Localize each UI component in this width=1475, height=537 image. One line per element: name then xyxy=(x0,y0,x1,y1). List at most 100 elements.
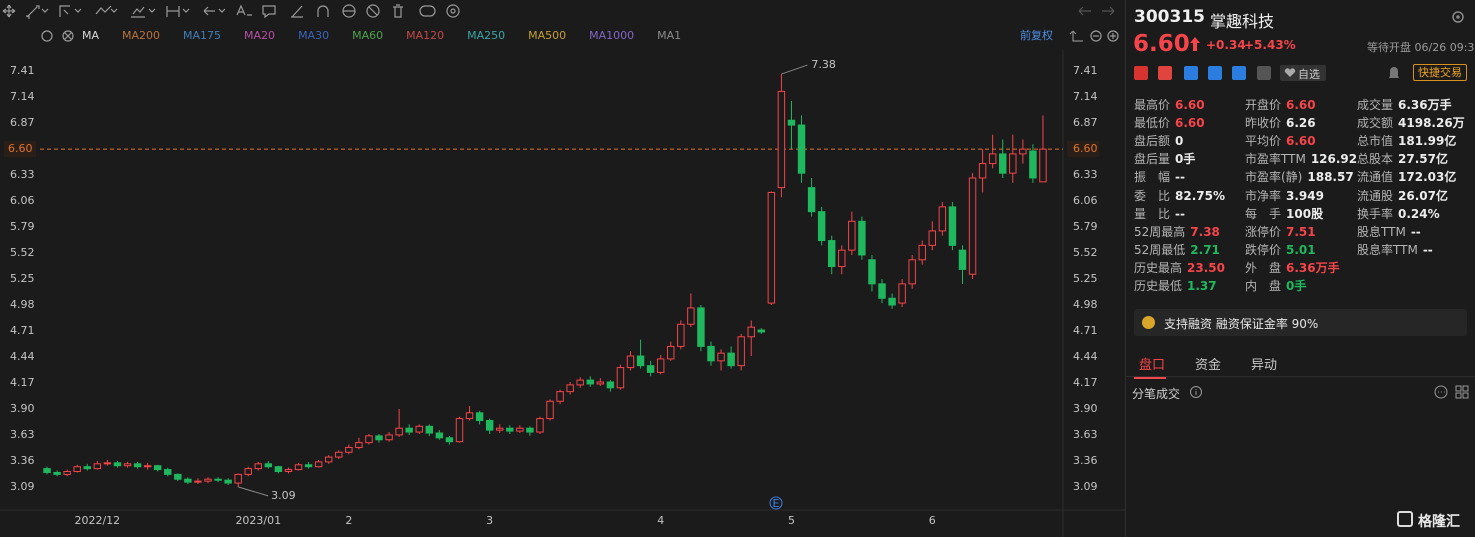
y-tick-label: 4.98 xyxy=(10,298,35,311)
info-icon[interactable] xyxy=(1189,385,1203,399)
y-tick-label: 3.90 xyxy=(10,402,35,415)
settings-icon[interactable] xyxy=(1450,9,1466,25)
candle-body xyxy=(415,425,423,433)
stat-label: 委 比 xyxy=(1134,188,1171,203)
watch-button[interactable]: 自选 xyxy=(1280,65,1326,81)
candle-body xyxy=(1029,150,1037,179)
stat-value: 0 xyxy=(1175,134,1184,149)
stat-item: 总股本 27.57亿 xyxy=(1357,150,1448,167)
flag-icon[interactable] xyxy=(1134,66,1148,80)
candle-body xyxy=(194,480,202,483)
candle-body xyxy=(506,427,514,432)
candle-body xyxy=(264,463,273,468)
candle-body xyxy=(133,463,142,468)
y-tick-label: 5.52 xyxy=(10,246,35,259)
ma-legend-item[interactable]: MA60 xyxy=(352,29,383,42)
candle-body xyxy=(395,427,403,436)
max-annotation: 7.38 xyxy=(811,58,836,71)
candle-body xyxy=(224,479,232,484)
y-tick-label: 4.17 xyxy=(10,376,35,389)
price-tag xyxy=(1067,141,1099,158)
candle-body xyxy=(566,384,574,393)
stat-value: 6.60 xyxy=(1175,116,1205,131)
tab[interactable]: 盘口 xyxy=(1139,358,1166,373)
tag-icon[interactable] xyxy=(1232,66,1246,80)
last-price: 6.60 xyxy=(1133,31,1190,57)
stat-label: 历史最高 xyxy=(1134,260,1183,275)
tab[interactable]: 异动 xyxy=(1251,358,1278,373)
ma-legend-item[interactable]: MA1 xyxy=(657,29,681,42)
candle-body xyxy=(375,435,383,441)
y-tick-label: 3.36 xyxy=(10,454,35,467)
candle-body xyxy=(496,427,504,431)
tag-icon[interactable] xyxy=(1208,66,1222,80)
stat-label: 换手率 xyxy=(1357,206,1394,221)
ma-legend-item[interactable]: MA200 xyxy=(122,29,160,42)
stat-value: 6.60 xyxy=(1175,98,1205,112)
stat-item: 52周最高 7.38 xyxy=(1134,223,1220,240)
trade-button[interactable]: 快捷交易 xyxy=(1413,64,1467,81)
candle-body xyxy=(314,461,323,468)
ma-legend-item[interactable]: MA30 xyxy=(298,29,329,42)
x-tick-label: 4 xyxy=(657,514,664,527)
stat-item: 最高价 6.60 xyxy=(1134,96,1205,113)
candle-body xyxy=(1009,153,1017,174)
ma-legend-item[interactable]: MA175 xyxy=(183,29,221,42)
stat-value: 7.38 xyxy=(1190,224,1220,239)
candle-body xyxy=(988,153,997,165)
section-tools[interactable] xyxy=(1434,384,1470,400)
ma-legend-item[interactable]: MA xyxy=(82,29,99,42)
ma-legend-item[interactable]: MA500 xyxy=(528,29,566,42)
stat-item: 盘后量 0手 xyxy=(1134,150,1195,167)
candle-body xyxy=(103,462,112,465)
stat-item: 振 幅 -- xyxy=(1134,168,1185,185)
candle-body xyxy=(938,206,947,232)
stat-label: 52周最高 xyxy=(1134,224,1186,239)
stat-item: 涨停价 7.51 xyxy=(1245,223,1316,240)
candle-body xyxy=(214,478,222,481)
up-arrow xyxy=(1190,37,1200,51)
x-tick-label: 2023/01 xyxy=(235,514,281,527)
stat-value: 188.57 xyxy=(1307,170,1354,185)
stat-item: 跌停价 5.01 xyxy=(1245,241,1316,258)
candle-body xyxy=(858,220,866,256)
candle-body xyxy=(274,466,283,473)
candle-body xyxy=(797,124,806,174)
stat-label: 股息率TTM xyxy=(1357,242,1418,257)
candle-body xyxy=(123,463,132,467)
candle-body xyxy=(747,326,755,338)
ma-legend-item[interactable]: MA250 xyxy=(467,29,505,42)
candle-body xyxy=(918,244,926,261)
y-tick-label: 6.87 xyxy=(10,116,35,129)
stat-label: 成交量 xyxy=(1357,98,1394,112)
toolbar[interactable] xyxy=(2,4,1119,42)
stat-label: 振 幅 xyxy=(1134,170,1171,185)
candle-body xyxy=(435,432,444,439)
tab[interactable]: 资金 xyxy=(1195,358,1222,373)
tag-icon[interactable] xyxy=(1184,66,1198,80)
candle-body xyxy=(465,412,474,420)
stat-value: 2.71 xyxy=(1190,242,1220,257)
ma-legend-item[interactable]: MA1000 xyxy=(589,29,634,42)
tab-underline xyxy=(1134,377,1166,379)
stat-label: 盘后量 xyxy=(1134,152,1171,167)
candle-body xyxy=(284,469,293,473)
stat-item: 外 盘 6.36万手 xyxy=(1245,259,1340,276)
candle-body xyxy=(948,206,957,246)
stat-value: 7.51 xyxy=(1286,224,1316,239)
stat-label: 市盈率(静) xyxy=(1245,170,1303,185)
candle-body xyxy=(928,230,937,246)
candle-body xyxy=(908,259,916,285)
y-tick-label: 6.33 xyxy=(1073,168,1098,181)
ma-legend-item[interactable]: MA20 xyxy=(244,29,275,42)
tag-icon[interactable] xyxy=(1158,66,1172,80)
brand-name: 格隆汇 xyxy=(1418,514,1460,530)
tag-icon[interactable] xyxy=(1257,66,1271,80)
bell-icon[interactable] xyxy=(1387,65,1401,81)
candle-body xyxy=(1019,148,1027,155)
candle-body xyxy=(697,307,705,347)
candle-body xyxy=(968,177,977,275)
ma-legend-item[interactable]: MA120 xyxy=(406,29,444,42)
adjust-toggle[interactable]: 前复权 xyxy=(1020,28,1053,42)
